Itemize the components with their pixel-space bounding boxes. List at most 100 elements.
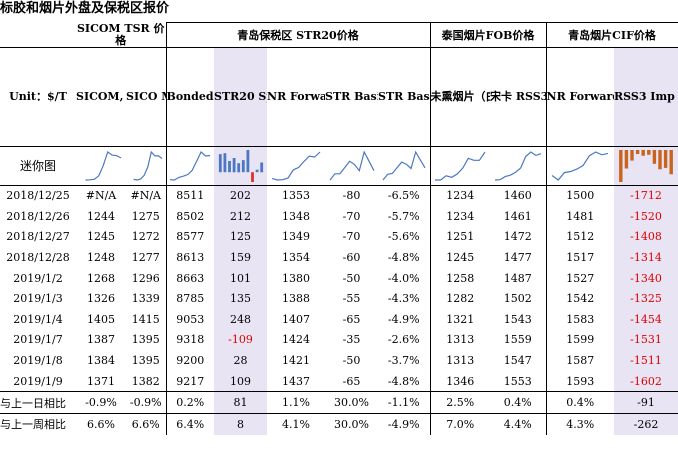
- rss3-fob-cell: 1547: [503, 354, 532, 368]
- nr-fwd-rss3-cell: 1512: [545, 226, 615, 248]
- rss3-fob-cell: 1502: [503, 292, 532, 306]
- nr-fwd-cell: 1437: [282, 374, 311, 388]
- fob-sheet-cell: 1234: [429, 185, 491, 207]
- nr-fwd-cell: 1353: [282, 189, 311, 203]
- str20-pnl-cell: 135: [214, 288, 268, 310]
- sparkline-str20-pnl: [214, 146, 268, 186]
- sparkbar: [259, 162, 263, 172]
- str20-pnl-cell: -109: [214, 329, 268, 351]
- sicom-1m-cell: -0.9%: [76, 391, 126, 414]
- section-fob: 泰国烟片FOB价格: [429, 22, 547, 48]
- nr-fwd-rss3-cell: 1583: [545, 309, 615, 330]
- sparkline-series: [271, 151, 321, 181]
- unit-header: Unit：$/T: [0, 47, 76, 147]
- rss3-fob-header: 宋卡 RSS3（1M）,(USD/T): [490, 47, 547, 147]
- sparkbar: [658, 149, 662, 169]
- bonded-cell: 8785: [165, 288, 215, 310]
- date-cell: 2019/1/4: [13, 312, 63, 326]
- bonded-cell: 8577: [165, 226, 215, 248]
- sparkline-label: 迷你图: [0, 146, 76, 186]
- nr-fwd-rss3-cell: 1593: [545, 370, 615, 392]
- str-basis-cell: -50: [342, 354, 361, 368]
- fob-sheet-cell: 1245: [429, 247, 491, 268]
- str20-pnl-cell: 125: [214, 226, 268, 248]
- fob-sheet-cell: 1313: [429, 350, 491, 371]
- nr-fwd-rss3-cell: 1517: [545, 247, 615, 268]
- sicom-1m-cell: 1405: [87, 312, 115, 326]
- str-ratio-cell: -6.5%: [387, 189, 420, 203]
- rss3-pnl-cell: -1712: [614, 185, 678, 207]
- str-basis-cell: -70: [342, 230, 361, 244]
- rss3-pnl-cell: -91: [614, 391, 678, 414]
- table-row: 2018/12/25 #N/A #N/A 8511 202 1353 -80 -6.5% 123…: [0, 185, 678, 207]
- rss3-fob-cell: 1487: [503, 271, 532, 285]
- sicom-2m-cell: 1339: [131, 292, 160, 306]
- sicom-1m-cell: 1268: [87, 271, 115, 285]
- sicom-2m-header: SICO M,TS R, 2M: [126, 47, 167, 147]
- rss3-fob-cell: 1543: [503, 312, 532, 326]
- sparkline-str-basis: [325, 146, 379, 186]
- sparkbar: [250, 171, 254, 182]
- report-title: 标胶和烟片外盘及保税区报价: [0, 1, 170, 16]
- sparkbar: [241, 159, 245, 172]
- nr-fwd-cell: 1.1%: [267, 391, 326, 414]
- sicom-2m-cell: -0.9%: [126, 391, 167, 414]
- bonded-header: Bonded Spot Prices, STR 20: [165, 47, 215, 147]
- str-ratio-cell: -4.8%: [387, 374, 420, 388]
- sparkbar: [641, 149, 645, 156]
- rss3-pnl-cell: -1511: [614, 350, 678, 371]
- date-cell: 2019/1/2: [13, 271, 63, 285]
- rss3-pnl-header: RSS3 Imp PnL (1M)（元/吨）: [614, 47, 678, 147]
- sicom-1m-cell: 1245: [87, 230, 115, 244]
- sparkbar: [236, 162, 240, 172]
- sparkline-rss3-fob: [490, 146, 547, 186]
- summary-row: 与上一日相比 -0.9% -0.9% 0.2% 81 1.1% 30.0% -1.1% 2.5%…: [0, 391, 678, 414]
- str20-pnl-cell: 159: [214, 247, 268, 268]
- table-row: 2019/1/7 1387 1395 9318 -109 1424 -35 -2.6% 1313…: [0, 329, 678, 351]
- fob-sheet-cell: 1346: [429, 370, 491, 392]
- fob-sheet-header: 未熏烟片（白片）(USD/T): [429, 47, 491, 147]
- sicom-1m-cell: 1384: [87, 354, 115, 368]
- table-row: 2019/1/4 1405 1415 9053 248 1407 -65 -4.9% 1321 1…: [0, 309, 678, 330]
- nr-fwd-rss3-cell: 1527: [545, 267, 615, 289]
- fob-sheet-cell: 1234: [429, 206, 491, 227]
- str-basis-cell: -70: [342, 209, 361, 223]
- bonded-cell: 0.2%: [165, 391, 215, 414]
- sicom-1m-cell: 1248: [87, 251, 115, 265]
- table-row: 2018/12/26 1244 1275 8502 212 1348 -70 -5.7% 123…: [0, 206, 678, 227]
- nr-fwd-rss3-cell: 1481: [545, 206, 615, 227]
- sparkbar: [227, 160, 231, 172]
- table-row: 2019/1/3 1326 1339 8785 135 1388 -55 -4.3% 1282 1…: [0, 288, 678, 310]
- section-header-row: SICOM TSR 价格 青岛保税区 STR20价格 泰国烟片FOB价格 青岛烟…: [0, 22, 678, 48]
- nr-fwd-cell: 1421: [282, 354, 311, 368]
- nr-fwd-cell: 4.1%: [267, 413, 326, 435]
- sparkline-row: 迷你图: [0, 146, 678, 186]
- sicom-1m-cell: 1371: [87, 374, 115, 388]
- rss3-fob-cell: 4.4%: [490, 413, 547, 435]
- rss3-fob-cell: 1460: [503, 189, 532, 203]
- rss3-pnl-cell: -1531: [614, 329, 678, 351]
- section-sicom: SICOM TSR 价格: [76, 22, 167, 48]
- str-basis-cell: -65: [342, 374, 361, 388]
- str20-pnl-cell: 81: [214, 391, 268, 414]
- bonded-cell: 9318: [165, 329, 215, 351]
- rss3-pnl-cell: -1408: [614, 226, 678, 248]
- nr-fwd-rss3-cell: 0.4%: [545, 391, 615, 414]
- summary-label: 与上一日相比: [0, 391, 76, 414]
- data-rows: 2018/12/25 #N/A #N/A 8511 202 1353 -80 -6.5% 123…: [0, 185, 678, 392]
- str20-pnl-cell: 212: [214, 206, 268, 227]
- rss3-fob-cell: 1553: [503, 374, 532, 388]
- str-basis-cell: -80: [342, 189, 361, 203]
- sicom-1m-cell: 1244: [87, 209, 115, 223]
- sparkbar: [624, 149, 629, 168]
- nr-fwd-rss3-cell: 1599: [545, 329, 615, 351]
- str-basis-cell: -35: [342, 333, 361, 347]
- sparkline-series: [85, 150, 122, 181]
- rss3-pnl-cell: -1314: [614, 247, 678, 268]
- date-cell: 2018/12/25: [6, 189, 70, 203]
- date-cell: 2019/1/8: [13, 354, 63, 368]
- str-ratio-cell: -4.9%: [387, 312, 420, 326]
- bonded-cell: 8502: [165, 206, 215, 227]
- bonded-cell: 8511: [165, 185, 215, 207]
- nr-fwd-rss3-cell: 1542: [545, 288, 615, 310]
